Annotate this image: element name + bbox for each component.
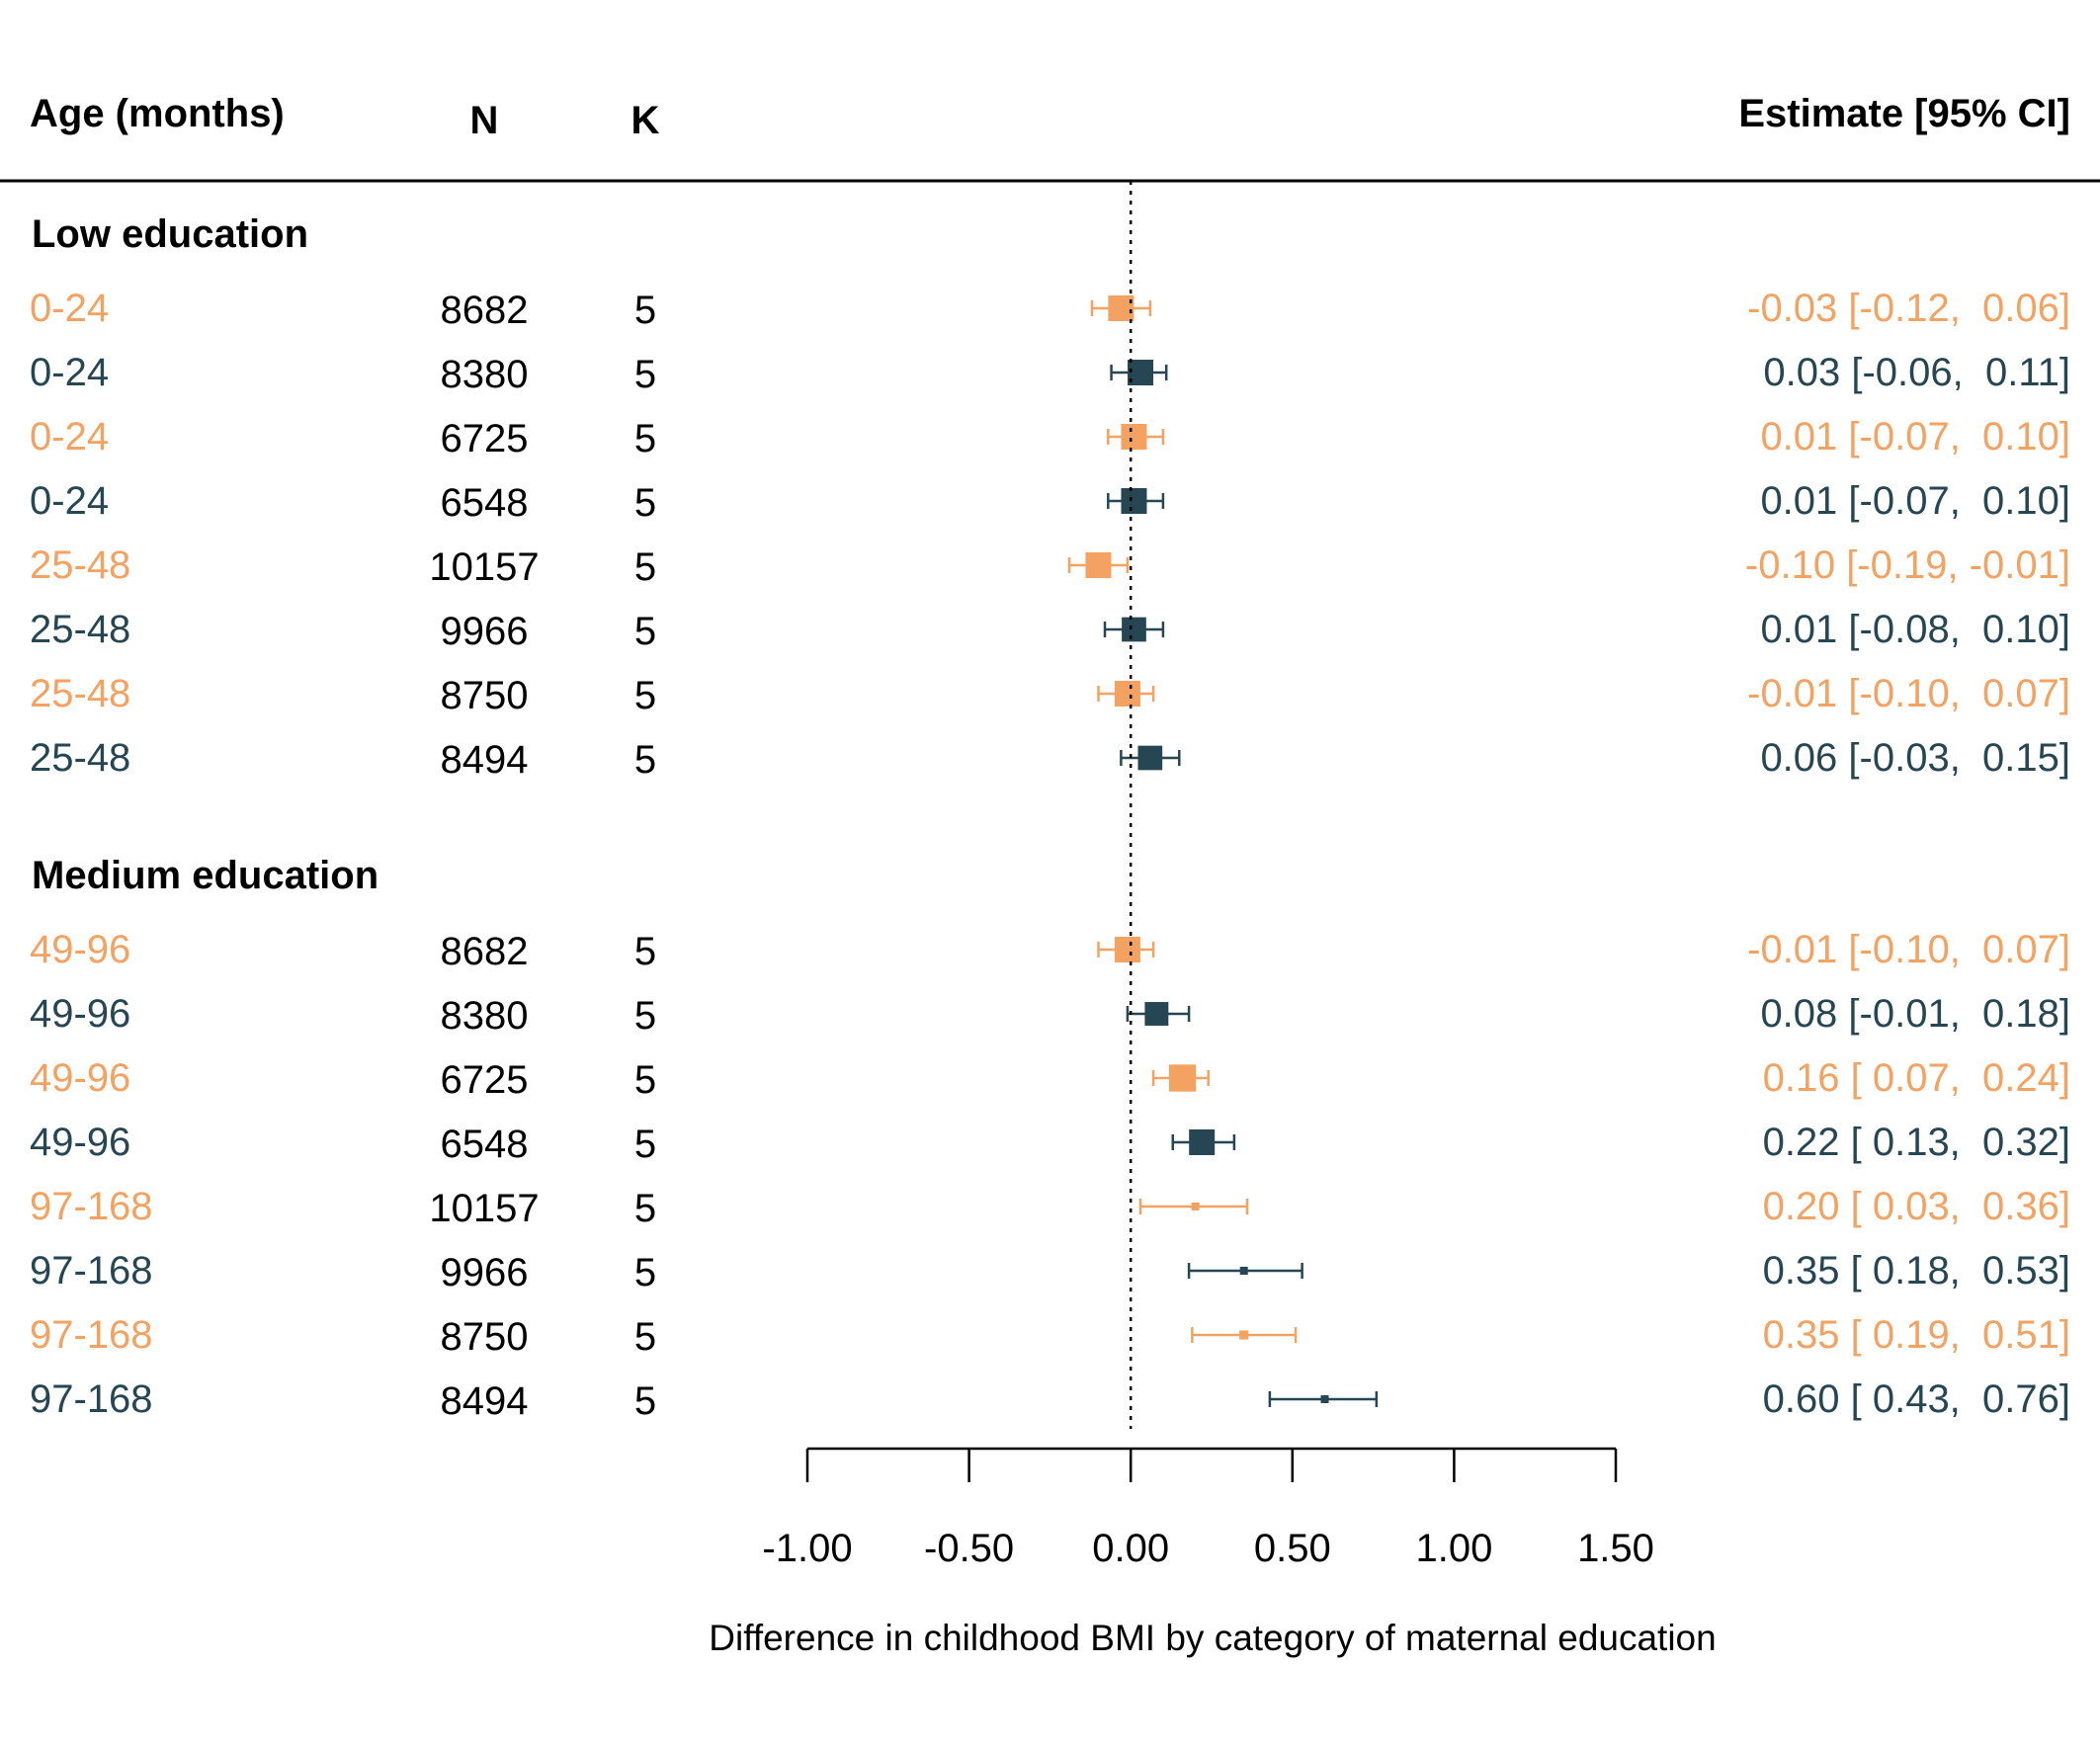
row-age-label: 97-168 (30, 1313, 153, 1357)
row-k-value: 5 (634, 1187, 656, 1230)
row-estimate-ci: 0.08 [-0.01, 0.18] (1760, 992, 2070, 1036)
x-tick-label: -0.50 (924, 1527, 1014, 1570)
point-estimate (1114, 937, 1140, 962)
row-n-value: 8494 (441, 738, 529, 782)
row-n-value: 6548 (441, 1123, 529, 1166)
row-k-value: 5 (634, 674, 656, 717)
row-age-label: 25-48 (30, 608, 130, 651)
point-estimate (1121, 424, 1147, 450)
row-k-value: 5 (634, 1251, 656, 1294)
row-n-value: 8682 (441, 930, 529, 973)
row-estimate-ci: 0.22 [ 0.13, 0.32] (1763, 1121, 2070, 1164)
point-estimate (1121, 488, 1147, 514)
point-estimate (1114, 681, 1140, 707)
row-k-value: 5 (634, 417, 656, 460)
row-n-value: 6548 (441, 481, 529, 525)
row-n-value: 8750 (441, 1315, 529, 1359)
group-label: Medium education (32, 854, 378, 897)
point-estimate (1320, 1395, 1329, 1403)
row-k-value: 5 (634, 1123, 656, 1166)
x-tick-label: 1.00 (1415, 1527, 1492, 1570)
row-age-label: 97-168 (30, 1377, 153, 1421)
row-estimate-ci: 0.35 [ 0.19, 0.51] (1763, 1313, 2070, 1357)
plot-layer: Low education 0-24 8682 5 -0.03 [-0.12, 0.06… (30, 181, 2070, 1570)
point-estimate (1122, 617, 1146, 642)
x-tick-label: -1.00 (762, 1527, 852, 1570)
row-estimate-ci: 0.35 [ 0.18, 0.53] (1763, 1249, 2070, 1292)
row-n-value: 9966 (441, 610, 529, 653)
row-age-label: 49-96 (30, 1056, 130, 1100)
point-estimate (1085, 552, 1112, 578)
row-age-label: 49-96 (30, 928, 130, 971)
point-estimate (1239, 1330, 1249, 1340)
row-k-value: 5 (634, 610, 656, 653)
row-age-label: 25-48 (30, 736, 130, 780)
row-k-value: 5 (634, 481, 656, 525)
row-k-value: 5 (634, 1379, 656, 1423)
row-estimate-ci: -0.10 [-0.19, -0.01] (1745, 543, 2070, 587)
row-k-value: 5 (634, 1315, 656, 1359)
row-estimate-ci: 0.01 [-0.07, 0.10] (1760, 415, 2070, 458)
header-estimate: Estimate [95% CI] (1738, 92, 2070, 135)
x-tick-label: 1.50 (1577, 1527, 1654, 1570)
row-estimate-ci: 0.01 [-0.07, 0.10] (1760, 479, 2070, 523)
row-k-value: 5 (634, 289, 656, 332)
x-tick-label: 0.50 (1254, 1527, 1331, 1570)
header-age: Age (months) (30, 92, 285, 135)
row-estimate-ci: 0.20 [ 0.03, 0.36] (1763, 1185, 2070, 1228)
row-age-label: 0-24 (30, 287, 109, 330)
row-estimate-ci: 0.60 [ 0.43, 0.76] (1763, 1377, 2070, 1421)
row-age-label: 25-48 (30, 672, 130, 715)
row-estimate-ci: 0.03 [-0.06, 0.11] (1763, 351, 2070, 394)
row-estimate-ci: 0.06 [-0.03, 0.15] (1760, 736, 2070, 780)
row-k-value: 5 (634, 930, 656, 973)
row-age-label: 0-24 (30, 351, 109, 394)
row-age-label: 97-168 (30, 1249, 153, 1292)
row-estimate-ci: 0.16 [ 0.07, 0.24] (1763, 1056, 2070, 1100)
x-axis-title: Difference in childhood BMI by category … (709, 1618, 1716, 1658)
point-estimate (1189, 1129, 1216, 1155)
row-k-value: 5 (634, 738, 656, 782)
row-k-value: 5 (634, 545, 656, 589)
row-age-label: 0-24 (30, 479, 109, 523)
point-estimate (1239, 1267, 1248, 1275)
row-k-value: 5 (634, 994, 656, 1038)
point-estimate (1168, 1064, 1197, 1092)
row-age-label: 25-48 (30, 543, 130, 587)
row-estimate-ci: -0.01 [-0.10, 0.07] (1747, 928, 2070, 971)
row-estimate-ci: -0.01 [-0.10, 0.07] (1747, 672, 2070, 715)
point-estimate (1137, 745, 1163, 771)
point-estimate (1144, 1002, 1169, 1026)
row-n-value: 10157 (429, 1187, 539, 1230)
row-age-label: 0-24 (30, 415, 109, 458)
row-estimate-ci: -0.03 [-0.12, 0.06] (1747, 287, 2070, 330)
row-n-value: 10157 (429, 545, 539, 589)
row-k-value: 5 (634, 353, 656, 396)
point-estimate (1108, 295, 1134, 321)
row-n-value: 8494 (441, 1379, 529, 1423)
row-age-label: 97-168 (30, 1185, 153, 1228)
group-label: Low education (32, 212, 308, 256)
row-age-label: 49-96 (30, 992, 130, 1036)
header-n: N (470, 99, 499, 142)
row-estimate-ci: 0.01 [-0.08, 0.10] (1760, 608, 2070, 651)
row-n-value: 6725 (441, 417, 529, 460)
row-n-value: 8380 (441, 994, 529, 1038)
x-tick-label: 0.00 (1092, 1527, 1169, 1570)
row-n-value: 6725 (441, 1058, 529, 1102)
point-estimate (1191, 1203, 1200, 1210)
row-k-value: 5 (634, 1058, 656, 1102)
row-n-value: 8682 (441, 289, 529, 332)
row-n-value: 9966 (441, 1251, 529, 1294)
row-n-value: 8380 (441, 353, 529, 396)
row-age-label: 49-96 (30, 1121, 130, 1164)
row-n-value: 8750 (441, 674, 529, 717)
header-k: K (631, 99, 660, 142)
